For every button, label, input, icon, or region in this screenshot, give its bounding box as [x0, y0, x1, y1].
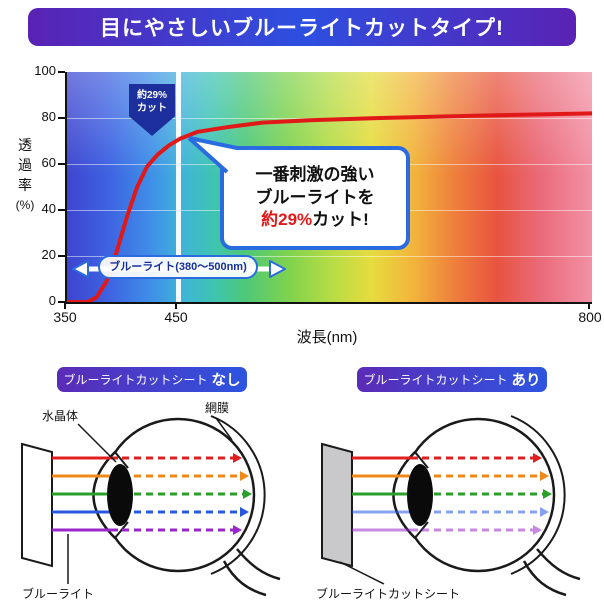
sclera-outer	[210, 415, 266, 575]
y-tick-mark	[58, 209, 65, 211]
x-tick-mark	[588, 302, 590, 309]
light-ray-red	[352, 453, 542, 463]
light-ray-green	[352, 489, 552, 499]
callout-line2: ブルーライトを	[255, 187, 375, 207]
screen-panel	[21, 442, 53, 568]
light-ray-blue	[52, 507, 249, 517]
header-right-suffix: あり	[511, 373, 541, 389]
y-axis-title: 透過率	[18, 137, 32, 193]
y-tick-mark	[58, 117, 65, 119]
callout-29-percent: 約29%	[261, 210, 313, 230]
callout-cut: カット!	[312, 210, 369, 230]
transmittance-line	[67, 111, 592, 302]
banner: 目にやさしいブルーライトカットタイプ!	[28, 8, 576, 46]
y-tick-40: 40	[41, 201, 56, 216]
y-tick-0: 0	[48, 293, 56, 308]
y-tick-100: 100	[34, 63, 56, 78]
x-axis-title: 波長(nm)	[296, 329, 358, 346]
y-tick-20: 20	[41, 247, 56, 262]
y-tick-80: 80	[41, 109, 56, 124]
eye-diagram-without-sheet: 水晶体 網膜 ブルーライト	[21, 401, 281, 601]
optic-nerve	[236, 548, 281, 581]
callout-line3: 約29%カット!	[261, 209, 369, 232]
callout-bubble: 一番刺激の強い ブルーライトを 約29%カット!	[220, 146, 410, 250]
sclera-outer	[510, 415, 566, 575]
y-tick-mark	[58, 71, 65, 73]
range-arrowhead-right	[269, 260, 286, 278]
ciliary-line	[414, 451, 429, 469]
cut-arrow-line1: 約29%	[136, 90, 167, 101]
y-axis-unit: (%)	[15, 198, 35, 212]
ciliary-line	[414, 521, 429, 539]
ciliary-line	[114, 451, 129, 469]
blue-light-range-label: ブルーライト(380〜500nm)	[98, 255, 258, 279]
light-ray-red	[52, 453, 242, 463]
eye-diagram-with-sheet: ブルーライトカットシート	[316, 415, 581, 601]
blue-light-label: ブルーライト	[22, 586, 94, 601]
optic-nerve	[536, 548, 581, 581]
callout-tail-edge	[188, 136, 238, 150]
cut-sheet-label: ブルーライトカットシート	[316, 586, 460, 601]
ciliary-line	[114, 521, 129, 539]
x-tick-mark	[175, 302, 177, 309]
header-with-sheet: ブルーライトカットシート あり	[357, 367, 547, 392]
x-tick-450: 450	[164, 309, 188, 325]
callout-tail-edge	[187, 136, 229, 174]
optic-nerve	[522, 560, 567, 597]
banner-title: 目にやさしいブルーライトカットタイプ!	[100, 17, 504, 40]
header-left-prefix: ブルーライトカットシート	[63, 373, 208, 387]
light-ray-orange	[352, 471, 549, 481]
light-ray-purple	[52, 525, 242, 535]
retina-leader-line	[215, 417, 233, 441]
lens-leader-line	[77, 423, 117, 463]
light-ray-blue-attenuated	[352, 507, 549, 517]
y-tick-mark	[58, 163, 65, 165]
callout-line1: 一番刺激の強い	[255, 164, 375, 184]
header-right-prefix: ブルーライトカットシート	[363, 373, 508, 387]
sheet-leader-line	[339, 561, 385, 585]
lens-label: 水晶体	[42, 409, 78, 423]
cut-arrow-line2: カット	[137, 103, 167, 114]
y-tick-mark	[58, 301, 65, 303]
light-ray-purple-attenuated	[352, 525, 542, 535]
range-arrowhead-left	[72, 260, 89, 278]
x-tick-800: 800	[578, 309, 602, 325]
transmittance-curve	[67, 111, 592, 302]
x-tick-350: 350	[53, 309, 77, 325]
light-ray-green	[52, 489, 252, 499]
light-ray-orange	[52, 471, 249, 481]
y-tick-60: 60	[41, 155, 56, 170]
header-without-sheet: ブルーライトカットシート なし	[57, 367, 247, 392]
header-left-suffix: なし	[211, 373, 241, 389]
x-tick-mark	[64, 302, 66, 309]
crystalline-lens	[407, 464, 433, 526]
optic-nerve	[222, 560, 267, 597]
y-tick-mark	[58, 255, 65, 257]
gridline	[67, 256, 592, 257]
retina-label: 網膜	[205, 401, 229, 415]
callout-tail	[187, 136, 238, 174]
blue-light-cut-sheet	[321, 442, 353, 568]
450nm-cut-line	[176, 72, 181, 302]
crystalline-lens	[107, 464, 133, 526]
